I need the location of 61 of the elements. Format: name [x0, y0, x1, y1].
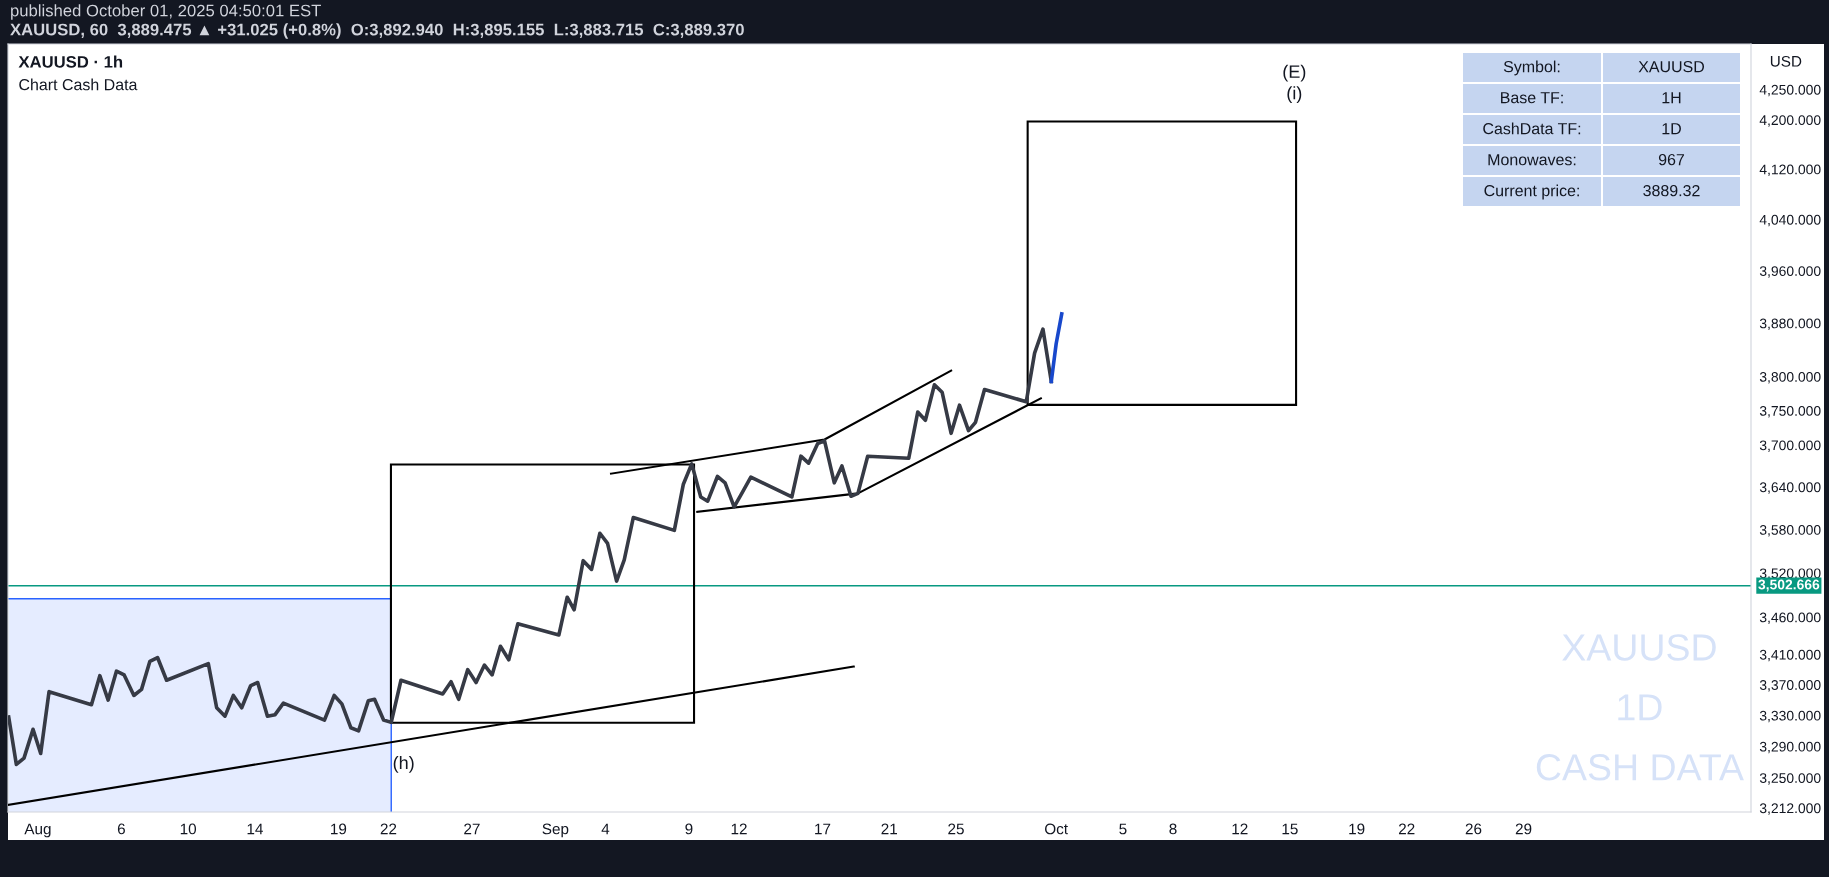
text: XAUUSD, 60 3,889.475 ▲ +31.025 (+0.8%) O:3,892.940 H:3,895.155 L:3,883.715 C:3,889.370: [10, 23, 744, 39]
annotation: (i): [1287, 86, 1302, 104]
y-tick-label: 3,800.000: [1759, 371, 1821, 384]
y-tick-label: 3,960.000: [1759, 266, 1821, 278]
x-tick-label: 26: [1465, 823, 1482, 835]
x-tick-label: 10: [180, 823, 197, 835]
annotation: Current price:: [1484, 184, 1579, 200]
x-tick-label: 19: [1349, 823, 1365, 835]
y-tick-label: 3,330.000: [1759, 710, 1821, 723]
annotation: Symbol:: [1503, 60, 1560, 76]
x-tick-label: 15: [1282, 823, 1298, 835]
y-tick-label: 3,290.000: [1759, 741, 1821, 754]
text: published October 01, 2025 04:50:01 EST: [11, 4, 321, 20]
annotation: Monowaves:: [1488, 154, 1576, 166]
annotation: 967: [1658, 153, 1685, 166]
annotation: (h): [393, 755, 414, 773]
annotation: 1D: [1662, 123, 1681, 135]
annotation: CashData TF:: [1483, 122, 1581, 135]
x-tick-label: 5: [1119, 823, 1127, 835]
annotation: Base TF:: [1501, 92, 1563, 104]
text: Chart Cash Data: [19, 78, 138, 91]
x-tick-label: 19: [331, 823, 347, 835]
y-axis-title: USD: [1770, 55, 1802, 67]
y-tick-label: 3,250.000: [1759, 773, 1821, 785]
y-tick-label: 3,520.000: [1759, 568, 1821, 580]
annotation: 1H: [1662, 92, 1681, 104]
x-tick-label: 25: [948, 823, 964, 835]
y-tick-label: 4,250.000: [1759, 84, 1821, 97]
y-tick-label: 3,750.000: [1759, 405, 1821, 418]
y-tick-label: 4,200.000: [1759, 115, 1821, 127]
x-tick-label: 6: [117, 823, 125, 835]
y-tick-label: 4,120.000: [1759, 164, 1821, 176]
y-tick-label: 4,040.000: [1759, 214, 1821, 227]
x-tick-label: 8: [1169, 823, 1177, 835]
x-tick-label: 29: [1515, 823, 1532, 835]
y-tick-label: 3,212.000: [1759, 803, 1821, 815]
ref-line-label: 3,502.666: [1758, 579, 1820, 592]
y-tick-label: 3,580.000: [1759, 525, 1821, 537]
x-tick-label: 21: [881, 823, 897, 835]
annotation: 3889.32: [1643, 184, 1700, 197]
x-tick-label: Oct: [1045, 823, 1068, 835]
x-tick-label: 27: [464, 823, 480, 835]
annotation: XAUUSD: [1638, 60, 1705, 73]
x-tick-label: 12: [731, 823, 747, 835]
y-tick-label: 3,880.000: [1759, 318, 1821, 330]
x-tick-label: 4: [601, 823, 610, 835]
x-tick-label: Sep: [542, 823, 569, 838]
x-tick-label: 9: [685, 823, 693, 835]
x-tick-label: 22: [1398, 823, 1415, 835]
y-tick-label: 3,640.000: [1759, 482, 1821, 494]
y-tick-label: 3,700.000: [1759, 440, 1821, 452]
annotation: (E): [1283, 64, 1306, 82]
x-tick-label: 22: [380, 823, 397, 835]
y-tick-label: 3,370.000: [1759, 680, 1821, 692]
x-tick-label: 12: [1232, 823, 1248, 835]
text: XAUUSD · 1h: [18, 55, 123, 68]
x-tick-label: 17: [815, 823, 831, 835]
y-tick-label: 3,460.000: [1759, 612, 1821, 624]
x-tick-label: 14: [247, 823, 263, 835]
y-tick-label: 3,410.000: [1759, 649, 1821, 662]
x-tick-label: Aug: [24, 823, 51, 838]
